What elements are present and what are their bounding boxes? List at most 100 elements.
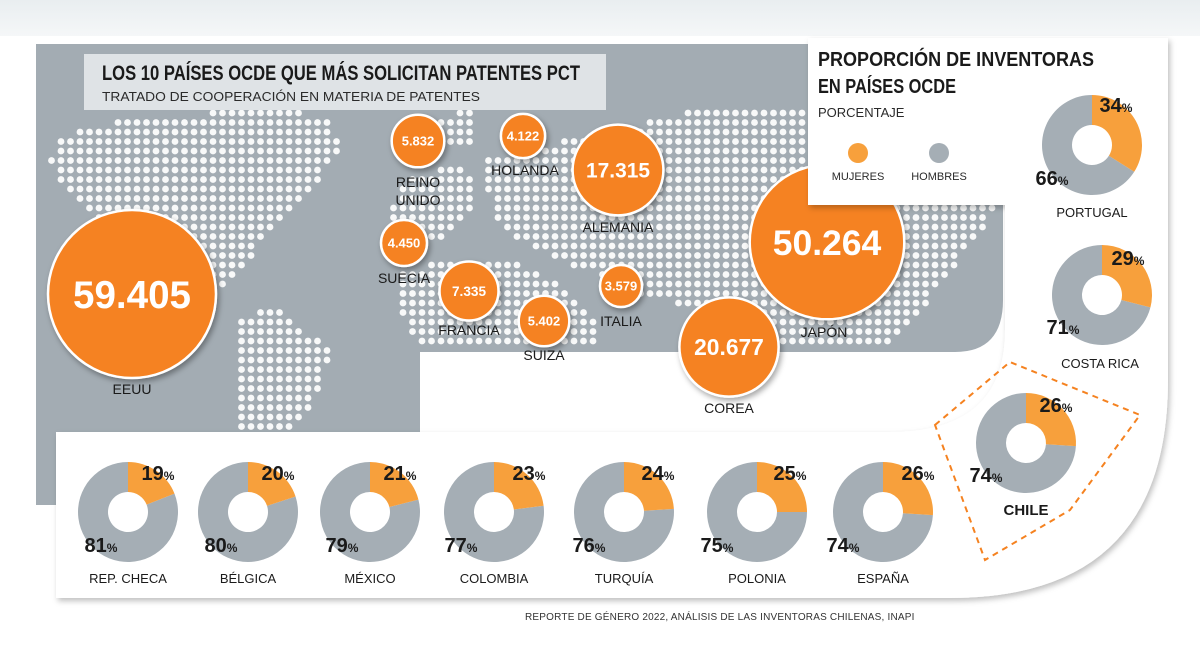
map-dot	[694, 214, 701, 221]
map-dot	[228, 138, 236, 145]
map-dot	[181, 195, 188, 202]
donut-slice-mujeres	[883, 462, 933, 516]
map-dot	[912, 223, 920, 231]
map-dot	[276, 309, 283, 316]
map-dot	[124, 128, 131, 136]
map-dot	[152, 119, 160, 126]
map-dot	[656, 280, 663, 288]
map-dot	[86, 185, 93, 193]
top-background-strip	[0, 0, 1200, 36]
map-dot	[741, 166, 749, 174]
map-dot	[228, 223, 236, 231]
map-dot	[266, 119, 274, 126]
map-dot	[513, 166, 521, 174]
map-dot	[219, 176, 226, 183]
map-dot	[418, 318, 426, 326]
map-dot	[228, 195, 236, 202]
map-dot	[257, 233, 264, 240]
map-dot	[656, 261, 663, 269]
map-dot	[304, 347, 312, 354]
map-dot	[713, 204, 720, 212]
map-dot	[190, 119, 198, 126]
donut-hombres-label: 71%	[1047, 317, 1080, 339]
map-dot	[456, 337, 464, 345]
map-dot	[703, 261, 711, 269]
donut-hombres-label: 76%	[573, 535, 606, 557]
map-dot	[922, 280, 929, 288]
map-dot	[228, 252, 236, 259]
map-dot	[456, 109, 464, 117]
map-dot	[618, 223, 625, 231]
map-dot	[741, 252, 749, 259]
map-dot	[675, 261, 682, 269]
map-dot	[447, 138, 454, 145]
map-dot	[656, 138, 663, 145]
map-dot	[722, 252, 730, 259]
map-dot	[133, 128, 141, 136]
map-dot	[798, 128, 806, 136]
map-dot	[589, 337, 597, 345]
donut-country-label: REP. CHECA	[89, 571, 167, 586]
map-dot	[589, 318, 597, 326]
map-dot	[931, 233, 939, 240]
map-dot	[504, 166, 511, 174]
map-dot	[295, 195, 302, 202]
map-dot	[570, 233, 578, 240]
map-dot	[494, 337, 502, 345]
map-dot	[257, 138, 264, 145]
map-dot	[247, 214, 255, 221]
map-dot	[675, 157, 682, 164]
map-dot	[485, 337, 492, 345]
map-dot	[238, 204, 245, 212]
map-dot	[114, 176, 122, 183]
donut-costa-rica: 29% 71% COSTA RICA	[1047, 245, 1152, 371]
map-dot	[504, 261, 511, 269]
map-dot	[789, 138, 796, 145]
map-dot	[694, 138, 701, 145]
bubble-country-label: HOLANDA	[491, 162, 559, 178]
map-dot	[751, 166, 758, 174]
map-dot	[276, 347, 283, 354]
map-dot	[665, 185, 673, 193]
map-dot	[950, 252, 958, 259]
map-dot	[893, 328, 901, 335]
map-dot	[276, 318, 283, 326]
map-dot	[542, 195, 549, 202]
map-dot	[247, 233, 255, 240]
map-dot	[532, 271, 540, 278]
map-dot	[694, 280, 701, 288]
bubble-circle	[517, 294, 571, 348]
map-dot	[124, 147, 131, 155]
map-dot	[228, 214, 236, 221]
map-dot	[789, 109, 796, 117]
map-dot	[76, 138, 84, 145]
map-dot	[912, 214, 920, 221]
map-dot	[760, 166, 768, 174]
map-dot	[751, 147, 758, 155]
map-dot	[238, 195, 245, 202]
map-dot	[257, 366, 264, 373]
map-dot	[95, 138, 103, 145]
map-dot	[285, 157, 293, 164]
map-dot	[884, 328, 891, 335]
map-dot	[418, 195, 426, 202]
map-dot	[760, 119, 768, 126]
map-dot	[228, 233, 236, 240]
map-dot	[675, 176, 682, 183]
map-dot	[532, 223, 540, 231]
map-dot	[133, 138, 141, 145]
map-dot	[209, 157, 217, 164]
map-dot	[238, 176, 245, 183]
map-dot	[722, 261, 730, 269]
map-dot	[105, 195, 112, 202]
map-dot	[162, 147, 169, 155]
map-dot	[732, 242, 739, 250]
map-dot	[770, 157, 777, 164]
map-dot	[143, 176, 150, 183]
map-dot	[390, 214, 397, 221]
map-dot	[409, 290, 416, 297]
map-dot	[694, 176, 701, 183]
map-dot	[551, 204, 559, 212]
map-dot	[314, 347, 321, 354]
donut-country-label: COSTA RICA	[1061, 356, 1139, 371]
